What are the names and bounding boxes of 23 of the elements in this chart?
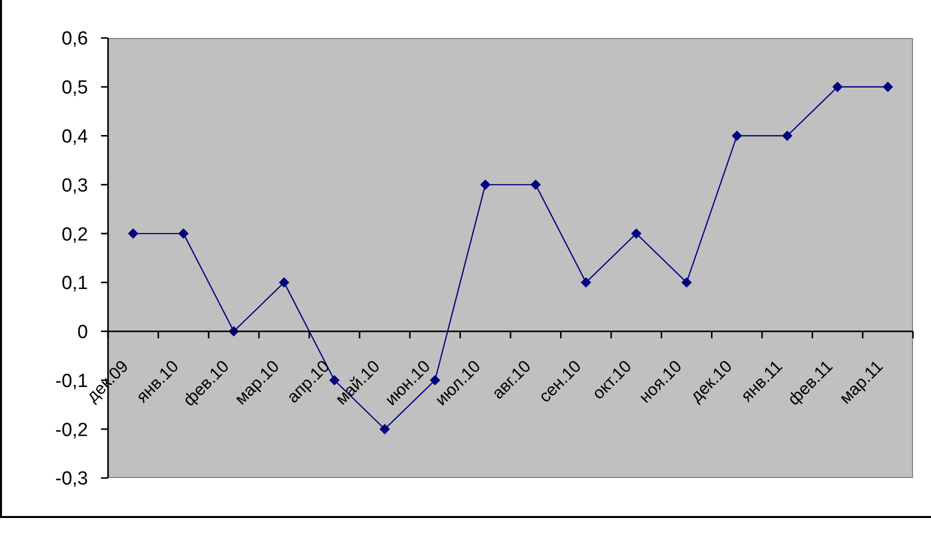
y-tick-label: 0 — [77, 322, 88, 344]
point — [732, 130, 742, 141]
y-tick-label: 0,2 — [62, 224, 88, 246]
point — [580, 277, 591, 288]
point — [530, 180, 541, 190]
point — [782, 130, 792, 141]
y-tick-label: 0,1 — [62, 273, 88, 294]
point — [631, 228, 642, 239]
point — [832, 82, 843, 92]
y-tick-label: -0,2 — [55, 420, 88, 441]
y-tick-label: -0,1 — [55, 370, 88, 392]
point — [380, 424, 390, 434]
y-tick-label: -0,3 — [55, 468, 88, 490]
point — [682, 277, 692, 288]
point — [128, 228, 138, 239]
y-tick-label: 0,3 — [62, 175, 88, 196]
y-tick-label: 0,4 — [62, 126, 88, 148]
point — [279, 277, 290, 288]
point — [882, 82, 893, 92]
y-tick-label: 0,5 — [62, 78, 88, 99]
y-tick-label: 0,6 — [62, 28, 88, 50]
point — [480, 180, 490, 190]
point — [178, 228, 188, 239]
